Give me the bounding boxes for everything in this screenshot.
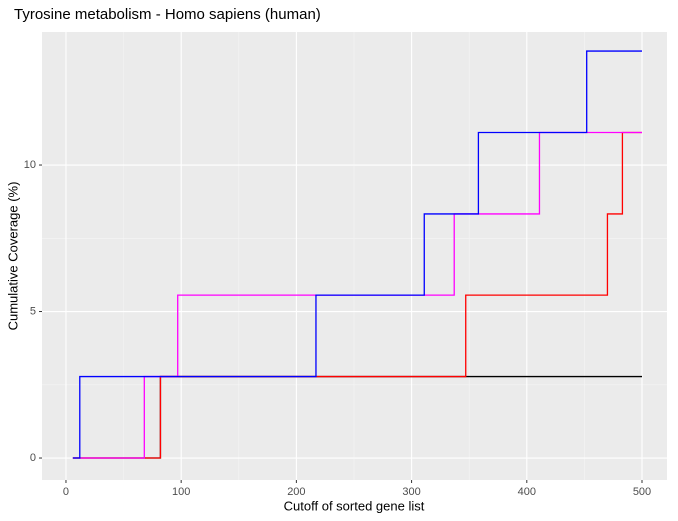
y-tick-label: 5	[30, 305, 36, 317]
x-tick-label: 0	[63, 486, 69, 498]
y-axis-label: Cumulative Coverage (%)	[5, 182, 20, 331]
y-tick-label: 0	[30, 452, 36, 464]
x-tick-label: 100	[172, 486, 190, 498]
panel	[42, 32, 667, 480]
x-tick-label: 300	[402, 486, 420, 498]
chart-title: Tyrosine metabolism - Homo sapiens (huma…	[14, 6, 321, 23]
y-tick-label: 10	[24, 159, 36, 171]
series-line	[72, 50, 642, 459]
series-line	[72, 131, 642, 459]
x-tick-label: 400	[518, 486, 536, 498]
x-tick-label: 500	[633, 486, 651, 498]
x-tick-label: 200	[287, 486, 305, 498]
x-axis-label: Cutoff of sorted gene list	[284, 498, 425, 513]
